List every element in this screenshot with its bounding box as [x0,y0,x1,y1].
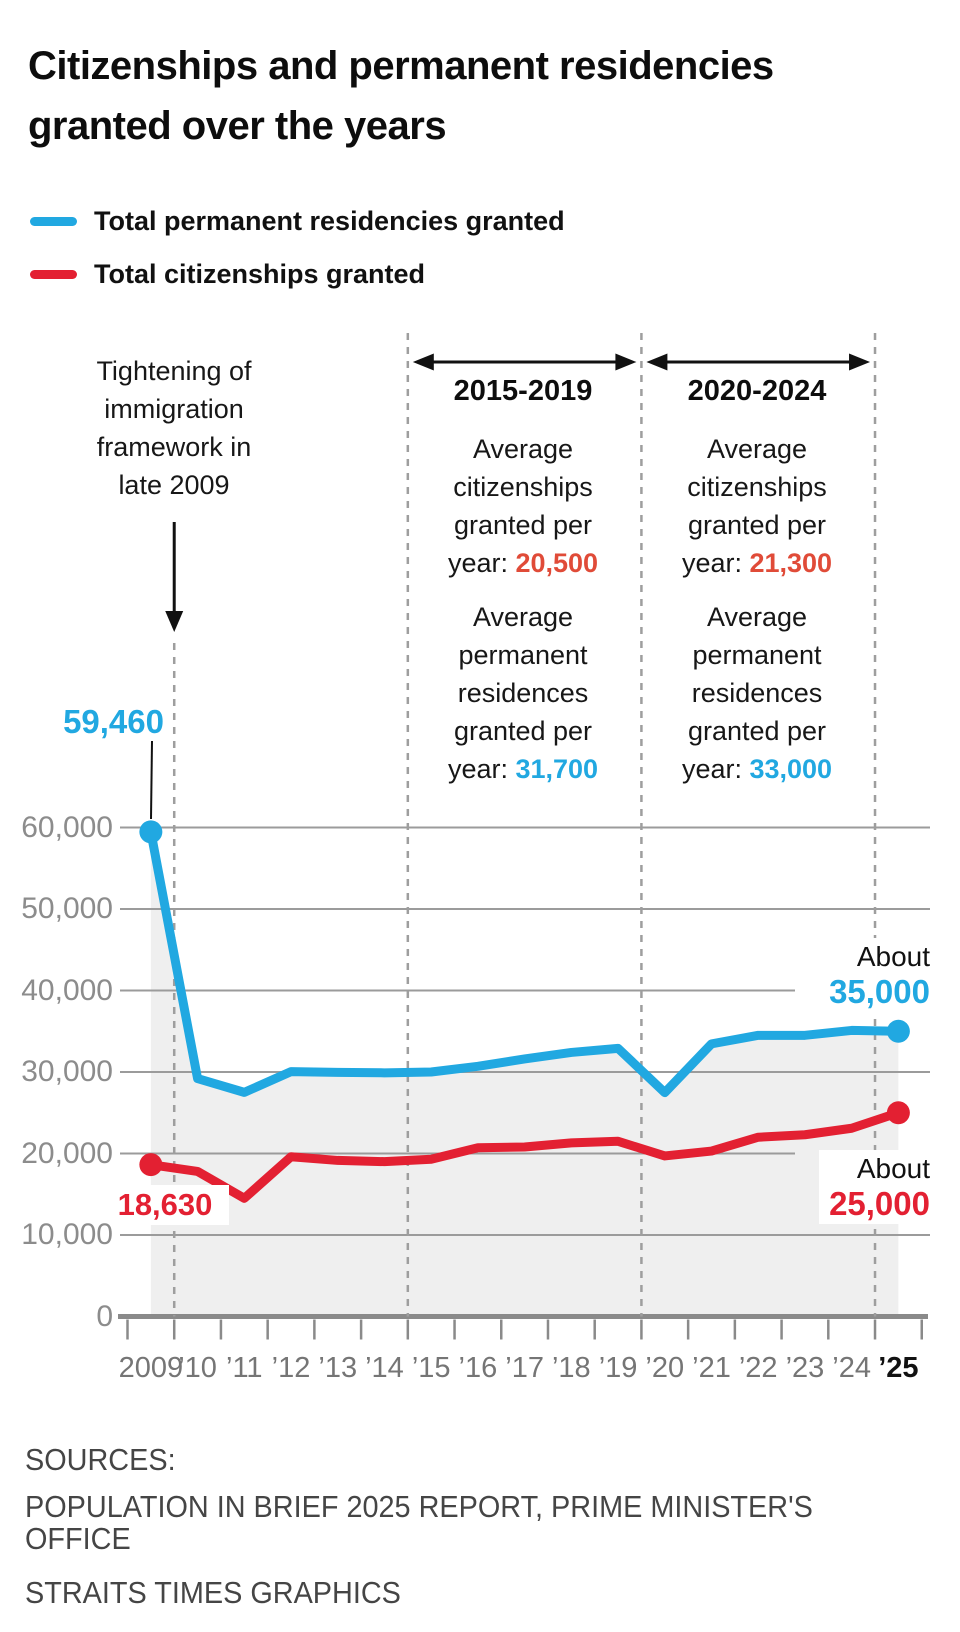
period-citizenships-note: Average citizenships granted per year: 21,3… [647,430,867,582]
about-word: About [856,941,930,972]
area-under-pr-line [150,831,899,1317]
period-residences-value: 33,000 [749,754,833,784]
annotation-period-2015-2019: 2015-2019 Average citizenships granted per… [413,372,633,804]
annotation-period-2020-2024: 2020-2024 Average citizenships granted per… [647,372,867,804]
x-axis-label-13: ’13 [318,1352,358,1384]
legend-swatch-citizenship-line-icon [30,269,77,279]
period-citizenships-value: 20,500 [515,548,599,578]
arrowhead-down-icon [165,611,184,632]
sources-line-2: STRAITS TIMES GRAPHICS [25,1575,401,1610]
y-axis-label-10000: 10,000 [21,1218,113,1251]
period-citizenships-value: 21,300 [749,548,833,578]
x-axis-label-15: ’15 [411,1352,451,1384]
x-axis-label-20: ’20 [645,1352,685,1384]
about-word: About [856,1153,930,1184]
y-axis-label-0: 0 [96,1299,113,1333]
y-axis-label-30000: 30,000 [21,1055,113,1088]
legend-item-permanent-residencies: Total permanent residencies granted [30,206,565,236]
x-axis-label-17: ’17 [505,1352,544,1384]
x-axis-label-25: ’25 [878,1352,919,1384]
x-axis-label-2009: 2009 [118,1352,184,1384]
citizenships-2025-value: 25,000 [829,1185,930,1222]
arrowhead-right-icon [849,353,871,371]
x-axis-label-16: ’16 [458,1352,498,1384]
x-axis-label-14: ’14 [365,1352,404,1384]
sources-line-1: POPULATION IN BRIEF 2025 REPORT, PRIME M… [25,1489,813,1556]
period-citizenships-text: Average citizenships granted per year: [681,434,827,578]
period-residences-text: Average permanent residences granted per yea… [447,602,593,784]
period-heading: 2020-2024 [687,375,827,407]
period-citizenships-text: Average citizenships granted per year: [447,434,593,578]
y-axis-label-40000: 40,000 [21,973,113,1007]
period-residences-note: Average permanent residences granted per yea… [647,598,867,788]
y-axis-label-60000: 60,000 [21,810,113,844]
arrowhead-right-icon [615,353,637,371]
x-axis-label-12: ’12 [271,1352,311,1384]
period-citizenships-note: Average citizenships granted per year: 20,5… [413,430,633,582]
x-axis-label-22: ’22 [738,1352,778,1384]
sources-block: SOURCES: POPULATION IN BRIEF 2025 REPORT… [25,1444,895,1624]
y-axis-label-20000: 20,000 [21,1136,113,1170]
annotation-immigration-tightening: Tightening of immigration framework in late… [96,356,252,500]
data-label-citizenships-2009: 18,630 [101,1185,229,1225]
legend: Total permanent residencies granted Tota… [30,206,565,312]
legend-swatch-pr-line-icon [30,216,77,226]
period-heading: 2015-2019 [453,375,593,407]
data-point-dot [886,1019,910,1043]
legend-item-citizenships: Total citizenships granted [30,259,565,289]
pr-2009-callout-line [150,740,153,820]
series-line-permanent-residencies [146,831,899,1098]
period-residences-note: Average permanent residences granted per yea… [413,598,633,788]
pr-2025-value: 35,000 [829,973,930,1010]
y-axis-label-50000: 50,000 [21,892,113,925]
legend-label-pr: Total permanent residencies granted [94,205,565,236]
title-line-2: granted over the years [28,104,447,148]
x-axis-label-19: ’19 [598,1352,638,1384]
x-axis-label-24: ’24 [832,1352,871,1384]
period-residences-value: 31,700 [515,754,599,784]
x-axis-label-10: ’10 [178,1352,217,1384]
data-label-pr-2009: 59,460 [63,703,164,740]
page-title: Citizenships and permanent residencies g… [28,36,774,156]
x-axis-label-21: ’21 [692,1352,731,1384]
data-point-dot [139,1153,163,1177]
arrowhead-left-icon [412,353,434,371]
sources-label: SOURCES: [25,1442,176,1477]
arrowhead-left-icon [646,353,668,371]
legend-label-citizenships: Total citizenships granted [94,258,426,289]
data-label-pr-2025: About 35,000 [819,938,930,1012]
title-line-1: Citizenships and permanent residencies [28,44,774,88]
data-point-dot [886,1101,910,1125]
data-label-citizenships-2025: About 25,000 [819,1150,930,1224]
series-line-citizenships [150,1108,900,1203]
data-point-dot [139,820,163,844]
period-residences-text: Average permanent residences granted per yea… [681,602,827,784]
x-axis-label-18: ’18 [551,1352,591,1384]
x-axis-label-23: ’23 [785,1352,825,1384]
x-axis-label-11: ’11 [226,1352,263,1384]
